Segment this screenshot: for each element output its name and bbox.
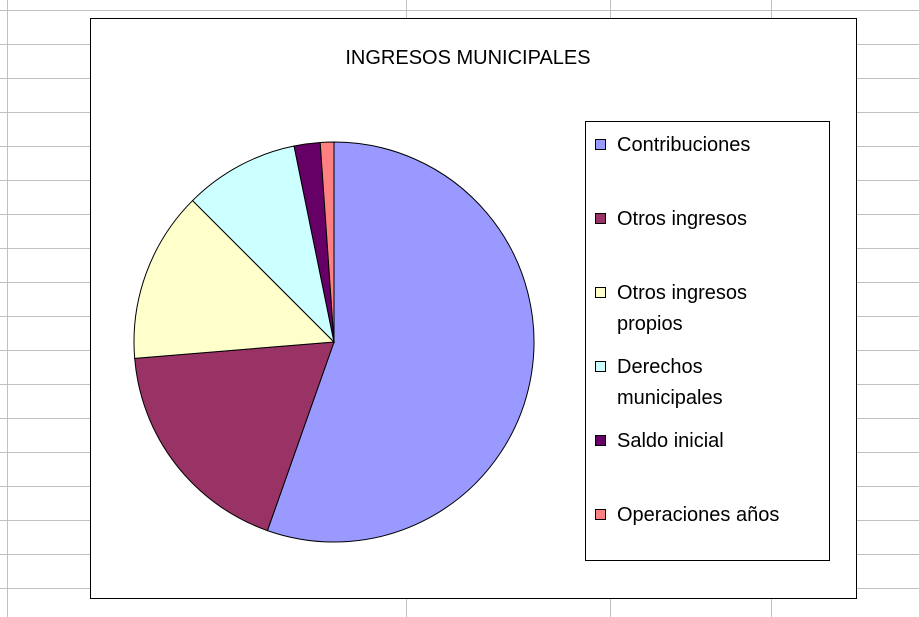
legend-swatch: [595, 287, 606, 298]
legend-label: Contribuciones: [617, 134, 751, 156]
legend-label: Operaciones años: [617, 504, 780, 526]
chart-title: INGRESOS MUNICIPALES: [345, 47, 590, 69]
legend-swatch: [595, 139, 606, 150]
legend: Contribuciones Otros ingresos Otros ingres…: [585, 121, 830, 561]
legend-label: Otros ingresos: [617, 208, 748, 230]
legend-swatch: [595, 361, 606, 372]
pie-slice: [319, 141, 335, 343]
legend-swatch: [595, 509, 606, 520]
pie-slice: [134, 341, 335, 532]
pie: [133, 141, 535, 543]
legend-swatch: [595, 435, 606, 446]
legend-swatch: [595, 213, 606, 224]
pie-slice: [191, 145, 335, 344]
pie-slice: [133, 199, 336, 359]
legend-label: Saldo inicial: [617, 430, 724, 452]
legend-label: Derechos municipales: [617, 356, 723, 409]
legend-label: Otros ingresos propios: [617, 282, 748, 335]
